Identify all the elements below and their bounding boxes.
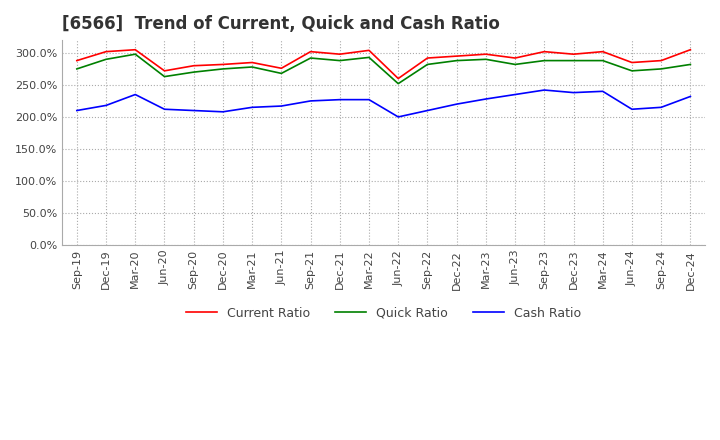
Cash Ratio <box>102 103 110 108</box>
Current Ratio <box>277 66 286 71</box>
Cash Ratio <box>131 92 140 97</box>
Cash Ratio <box>336 97 344 102</box>
Current Ratio <box>219 62 228 67</box>
Current Ratio <box>73 58 81 63</box>
Quick Ratio <box>657 66 665 72</box>
Current Ratio <box>394 76 402 81</box>
Cash Ratio <box>306 98 315 103</box>
Cash Ratio <box>219 109 228 114</box>
Cash Ratio <box>482 96 490 102</box>
Current Ratio <box>423 55 432 61</box>
Cash Ratio <box>160 106 168 112</box>
Quick Ratio <box>452 58 461 63</box>
Cash Ratio <box>686 94 695 99</box>
Cash Ratio <box>277 103 286 109</box>
Quick Ratio <box>306 55 315 61</box>
Cash Ratio <box>598 89 607 94</box>
Current Ratio <box>160 68 168 73</box>
Quick Ratio <box>686 62 695 67</box>
Cash Ratio <box>365 97 374 102</box>
Text: [6566]  Trend of Current, Quick and Cash Ratio: [6566] Trend of Current, Quick and Cash … <box>62 15 500 33</box>
Cash Ratio <box>570 90 578 95</box>
Line: Quick Ratio: Quick Ratio <box>77 54 690 84</box>
Current Ratio <box>102 49 110 54</box>
Current Ratio <box>336 51 344 57</box>
Current Ratio <box>248 60 256 65</box>
Quick Ratio <box>365 55 374 60</box>
Current Ratio <box>452 54 461 59</box>
Current Ratio <box>306 49 315 54</box>
Current Ratio <box>365 48 374 53</box>
Legend: Current Ratio, Quick Ratio, Cash Ratio: Current Ratio, Quick Ratio, Cash Ratio <box>181 302 587 325</box>
Current Ratio <box>598 49 607 54</box>
Quick Ratio <box>598 58 607 63</box>
Current Ratio <box>510 55 519 61</box>
Quick Ratio <box>628 68 636 73</box>
Cash Ratio <box>452 102 461 107</box>
Current Ratio <box>686 47 695 52</box>
Current Ratio <box>189 63 198 68</box>
Cash Ratio <box>510 92 519 97</box>
Cash Ratio <box>248 105 256 110</box>
Quick Ratio <box>160 74 168 79</box>
Quick Ratio <box>277 71 286 76</box>
Line: Cash Ratio: Cash Ratio <box>77 90 690 117</box>
Quick Ratio <box>510 62 519 67</box>
Quick Ratio <box>423 62 432 67</box>
Current Ratio <box>540 49 549 54</box>
Quick Ratio <box>570 58 578 63</box>
Quick Ratio <box>540 58 549 63</box>
Current Ratio <box>570 51 578 57</box>
Line: Current Ratio: Current Ratio <box>77 50 690 78</box>
Cash Ratio <box>73 108 81 113</box>
Quick Ratio <box>219 66 228 72</box>
Cash Ratio <box>657 105 665 110</box>
Quick Ratio <box>248 64 256 70</box>
Current Ratio <box>657 58 665 63</box>
Quick Ratio <box>482 57 490 62</box>
Cash Ratio <box>540 88 549 93</box>
Quick Ratio <box>102 57 110 62</box>
Cash Ratio <box>423 108 432 113</box>
Current Ratio <box>131 47 140 52</box>
Quick Ratio <box>336 58 344 63</box>
Quick Ratio <box>73 66 81 72</box>
Cash Ratio <box>628 106 636 112</box>
Quick Ratio <box>189 70 198 75</box>
Cash Ratio <box>394 114 402 120</box>
Quick Ratio <box>394 81 402 86</box>
Current Ratio <box>482 51 490 57</box>
Cash Ratio <box>189 108 198 113</box>
Quick Ratio <box>131 51 140 57</box>
Current Ratio <box>628 60 636 65</box>
